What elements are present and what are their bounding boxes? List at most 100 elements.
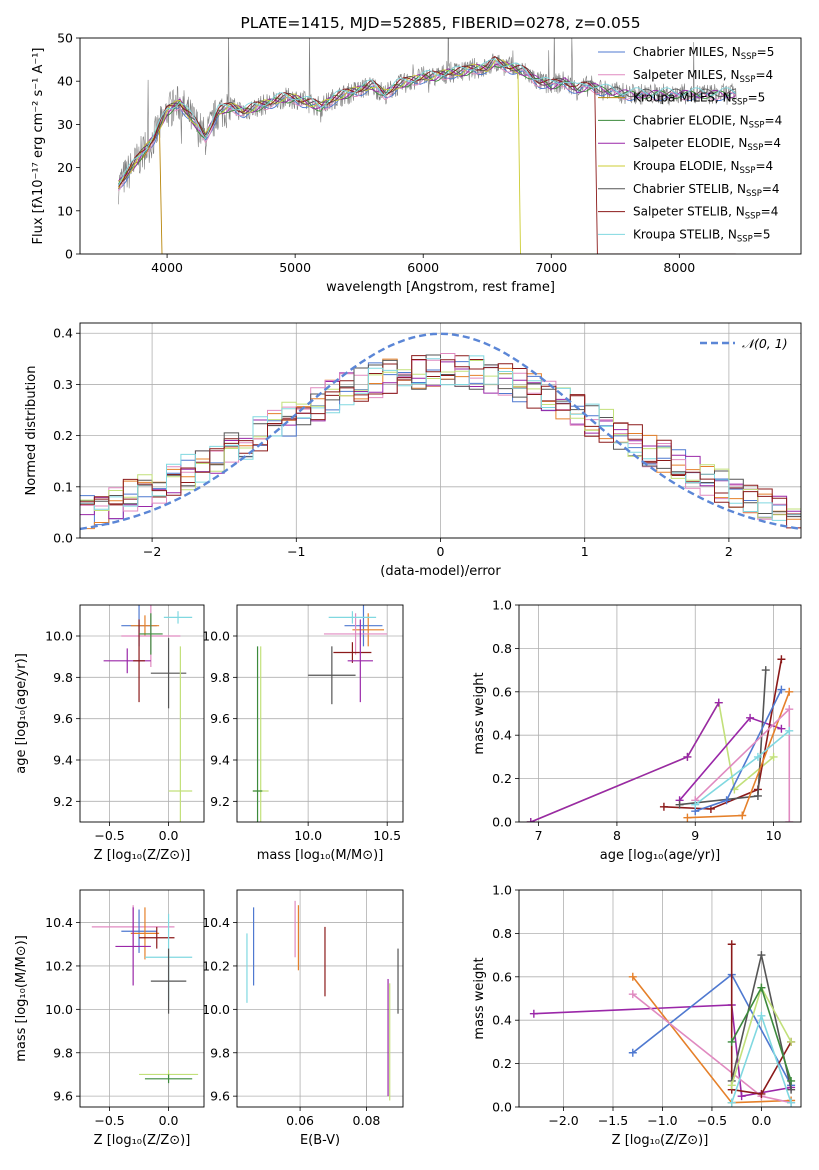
mass-vs-Z-chart: −0.5 0.0 9.6 9.8 10.0 10.2 10.4 Z [log₁₀(Z/Z⊙)]…	[14, 889, 205, 1148]
axes-frame	[236, 889, 404, 1108]
y-tick-label: 10.0	[202, 1002, 230, 1017]
mass-weight-point-marker	[675, 800, 684, 809]
plot-area	[252, 605, 388, 822]
observed-spectrum-line	[118, 38, 737, 205]
x-tick-label: 8	[613, 828, 621, 843]
mass-weight-point-marker	[722, 796, 731, 805]
mass-weight-point-marker	[753, 791, 762, 800]
y-tick-label: 0.0	[53, 531, 73, 546]
mass-weight-point-marker	[785, 818, 794, 822]
legend-label-main: Kroupa MILES, N	[633, 91, 732, 105]
y-tick-label: 9.8	[53, 1045, 73, 1060]
x-tick-label: 9	[691, 828, 699, 843]
legend-label: Chabrier STELIB, NSSP=4	[633, 182, 780, 199]
mass-weight-point-marker	[777, 685, 786, 694]
model-spectrum-line	[118, 63, 736, 185]
mass-weight-series-line	[730, 944, 792, 1095]
x-tick-label: −2.0	[548, 1113, 578, 1128]
legend-label-subscript: SSP	[741, 52, 757, 62]
mass-weight-point-marker	[757, 983, 766, 992]
mass-weight-series-line	[533, 1004, 792, 1098]
y-tick-label: 20	[57, 160, 73, 175]
legend-label-main: Salpeter MILES, N	[633, 68, 740, 82]
legend-label-value: =4	[755, 159, 773, 173]
plot-area	[529, 940, 796, 1107]
mass-weight-point-marker	[777, 655, 786, 664]
x-axis-label: wavelength [Angstrom, rest frame]	[326, 280, 555, 295]
legend-label-main: Chabrier ELODIE, N	[633, 113, 749, 127]
y-tick-label: 0.2	[492, 771, 512, 786]
legend-label-subscript: SSP	[747, 143, 763, 153]
legend-label-subscript: SSP	[740, 166, 756, 176]
legend-label-value: =4	[755, 68, 773, 82]
x-tick-label: 4000	[151, 260, 183, 275]
legend-label-main: Chabrier STELIB, N	[633, 182, 746, 196]
mass-weight-point-marker	[785, 726, 794, 735]
mass-weight-point-marker	[683, 813, 692, 822]
x-axis-label: mass [log₁₀(M/M⊙)]	[257, 848, 384, 863]
x-axis-label: E(B-V)	[300, 1133, 340, 1148]
mass-weight-point-marker	[785, 705, 794, 714]
x-tick-label: 5000	[279, 260, 311, 275]
plot-area	[526, 655, 794, 822]
legend-label-main: Chabrier MILES, N	[633, 45, 741, 59]
y-tick-label: 1.0	[492, 598, 512, 613]
mass-weight-vs-Z-chart: −2.0 −1.5 −1.0 −0.5 0.0 0.0 0.2 0.4 0.6 0.8 1.0 Z […	[472, 883, 802, 1148]
y-tick-label: 1.0	[492, 883, 512, 898]
y-tick-label: 50	[57, 31, 73, 46]
y-tick-label: 40	[57, 74, 73, 89]
legend-label: Salpeter MILES, NSSP=4	[633, 68, 773, 85]
axes-frame	[518, 604, 802, 823]
x-axis-label: (data-model)/error	[380, 564, 501, 579]
y-tick-label: 9.6	[210, 1089, 230, 1104]
mass-weight-vs-age-chart: 7 8 9 10 0.0 0.2 0.4 0.6 0.8 1.0 age [log₁₀(age/yr…	[472, 598, 802, 863]
y-tick-label: 10.2	[45, 958, 73, 973]
y-tick-label: 0.1	[53, 479, 73, 494]
mass-weight-point-marker	[659, 802, 668, 811]
legend-label-value: =5	[757, 45, 775, 59]
legend-label: Kroupa STELIB, NSSP=5	[633, 227, 771, 244]
mass-weight-point-marker	[738, 811, 747, 820]
legend-label-main: Kroupa STELIB, N	[633, 227, 737, 241]
mass-weight-point-marker	[727, 1081, 736, 1090]
mass-weight-point-marker	[757, 951, 766, 960]
y-axis-label: Flux [fλ10⁻¹⁷ erg cm⁻² s⁻¹ A⁻¹]	[31, 48, 46, 245]
legend-label-main: Kroupa ELODIE, N	[633, 159, 740, 173]
mass-weight-point-marker	[746, 713, 755, 722]
axes-frame	[236, 604, 404, 823]
mass-vs-EBV-chart: 0.06 0.08 9.6 9.8 10.0 10.2 10.4 E(B-V)	[202, 889, 404, 1148]
legend-label: Kroupa MILES, NSSP=5	[633, 91, 765, 108]
y-tick-label: 0.2	[53, 428, 73, 443]
y-axis-label: mass weight	[472, 957, 487, 1039]
plot-area	[117, 38, 737, 254]
legend-label-subscript: SSP	[732, 98, 748, 108]
mass-weight-point-marker	[787, 1098, 796, 1107]
y-tick-label: 9.4	[53, 753, 73, 768]
y-tick-label: 9.8	[210, 670, 230, 685]
mass-weight-point-marker	[785, 687, 794, 696]
legend-label-subscript: SSP	[737, 234, 753, 244]
y-tick-label: 0.4	[492, 728, 512, 743]
y-tick-label: 9.8	[210, 1045, 230, 1060]
y-tick-label: 0.6	[492, 969, 512, 984]
legend-label-value: =5	[753, 227, 771, 241]
model-spectrum-line	[118, 58, 736, 186]
x-tick-label: 10.5	[373, 828, 401, 843]
y-axis-label: Normed distribution	[24, 366, 39, 496]
y-axis-label: mass weight	[472, 672, 487, 754]
mass-weight-point-marker	[777, 724, 786, 733]
x-tick-label: −1	[287, 544, 305, 559]
y-tick-label: 9.6	[53, 1089, 73, 1104]
legend-label: 𝒩(0, 1)	[742, 336, 788, 351]
legend-label-subscript: SSP	[746, 189, 762, 199]
y-tick-label: 9.6	[53, 711, 73, 726]
mass-weight-point-marker	[727, 940, 736, 949]
y-tick-label: 9.4	[210, 753, 230, 768]
mass-weight-point-marker	[691, 800, 700, 809]
y-tick-label: 9.2	[210, 794, 230, 809]
mass-weight-point-marker	[757, 1089, 766, 1098]
mass-weight-point-marker	[769, 752, 778, 761]
y-tick-label: 0.4	[53, 326, 73, 341]
axes-frame	[79, 604, 205, 823]
